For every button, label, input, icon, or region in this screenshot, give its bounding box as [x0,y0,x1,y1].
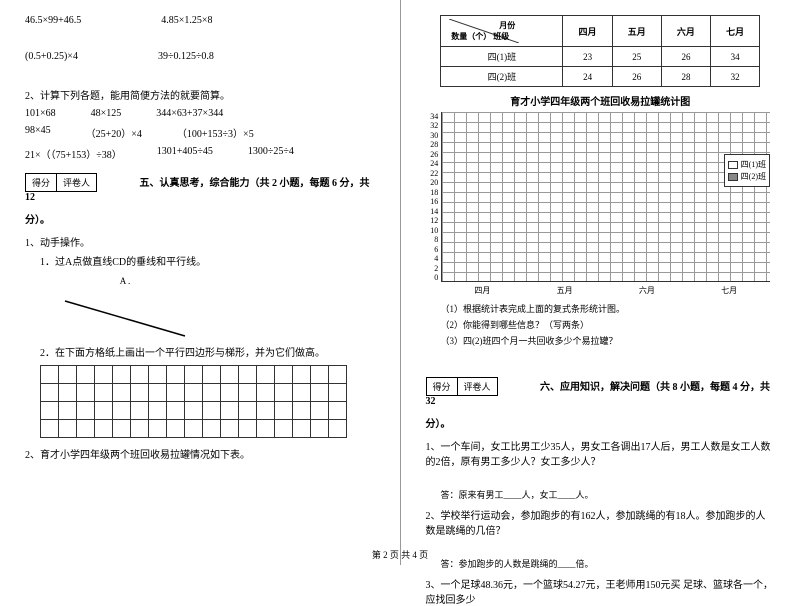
chart-grid: 四月 五月 六月 七月 [441,112,770,296]
expr: 39÷0.125÷0.8 [158,51,214,62]
x-label: 七月 [721,285,737,296]
q1-1: 1．过A点做直线CD的垂线和平行线。 [40,253,375,268]
month-header: 四月 [563,16,612,47]
section-suffix: 分）。 [25,211,375,226]
expression-row-1: 46.5×99+46.5 4.85×1.25×8 [25,15,375,26]
chart-legend: 四(1)班 四(2)班 [724,154,770,187]
expr: 98×45 [25,125,51,140]
chart-wrapper: 3432302826242220181614121086420 四月 五月 六月… [426,112,776,296]
q1: 1、动手操作。 [25,234,375,249]
legend-item: 四(1)班 [728,159,766,170]
legend-item: 四(2)班 [728,171,766,182]
cell: 34 [711,47,760,67]
score-box: 得分 评卷人 [25,173,97,192]
row-label: 四(1)班 [441,47,563,67]
expr: （100+153÷3）×5 [177,125,254,140]
month-header: 七月 [711,16,760,47]
grader-label: 评卷人 [57,174,96,191]
legend-swatch-icon [728,173,738,181]
diag-bot-label: 数量（个） 班级 [451,31,509,42]
x-label: 四月 [474,285,490,296]
grader-label: 评卷人 [458,378,497,395]
expr: 48×125 [91,108,122,119]
legend-label: 四(2)班 [741,171,766,182]
cell: 32 [711,67,760,87]
cell: 28 [661,67,710,87]
expr: （25+20）×4 [86,125,142,140]
word-problem-2: 2、学校举行运动会，参加跑步的有162人，参加跳绳的有18人。参加跑步的人数是跳… [426,507,776,537]
diag-header-cell: 月份 数量（个） 班级 [441,16,563,47]
page-footer: 第 2 页 共 4 页 [0,548,800,561]
score-label: 得分 [427,378,458,395]
section-suffix: 分）。 [426,415,776,430]
answer-line-1: 答：原来有男工____人，女工____人。 [441,488,776,501]
bar-chart: 3432302826242220181614121086420 四月 五月 六月… [430,112,770,296]
expr: 344×63+37×344 [156,108,223,119]
right-column: 月份 数量（个） 班级 四月 五月 六月 七月 四(1)班 23 25 26 3… [401,0,800,565]
grid-table [40,365,347,438]
diag-top-label: 月份 [499,20,515,31]
word-problem-3: 3、一个足球48.36元，一个篮球54.27元，王老师用150元买 足球、篮球各… [426,576,776,606]
expr: 1301+405÷45 [157,146,213,161]
word-problem-1: 1、一个车间，女工比男工少35人，男女工各调出17人后，男工人数是女工人数的2倍… [426,438,776,468]
chart-grid-inner [441,112,770,282]
left-column: 46.5×99+46.5 4.85×1.25×8 (0.5+0.25)×4 39… [0,0,401,565]
chart-questions: （1）根据统计表完成上面的复式条形统计图。 （2）你能得到哪些信息？（写两条） … [441,302,776,347]
table-row: 四(1)班 23 25 26 34 [441,47,760,67]
cell: 26 [612,67,661,87]
problem-row: 98×45 （25+20）×4 （100+153÷3）×5 [25,125,375,140]
question: （1）根据统计表完成上面的复式条形统计图。 [441,302,776,315]
question: （3）四(2)班四个月一共回收多少个易拉罐？ [441,334,776,347]
expr: 101×68 [25,108,56,119]
month-header: 五月 [612,16,661,47]
cell: 25 [612,47,661,67]
legend-swatch-icon [728,161,738,169]
problem-row: 101×68 48×125 344×63+37×344 [25,108,375,119]
cell: 23 [563,47,612,67]
cell: 24 [563,67,612,87]
line-diagram: A . [55,276,195,336]
table-header-row: 月份 数量（个） 班级 四月 五月 六月 七月 [441,16,760,47]
worksheet-page: 46.5×99+46.5 4.85×1.25×8 (0.5+0.25)×4 39… [0,0,800,565]
x-label: 六月 [639,285,655,296]
expr: 1300÷25÷4 [248,146,294,161]
data-table: 月份 数量（个） 班级 四月 五月 六月 七月 四(1)班 23 25 26 3… [440,15,760,87]
row-label: 四(2)班 [441,67,563,87]
score-label: 得分 [26,174,57,191]
point-a-label: A . [55,276,195,286]
month-header: 六月 [661,16,710,47]
question: （2）你能得到哪些信息？（写两条） [441,318,776,331]
x-label: 五月 [557,285,573,296]
expr: (0.5+0.25)×4 [25,51,78,62]
q2: 2、育才小学四年级两个班回收易拉罐情况如下表。 [25,446,375,461]
cell: 26 [661,47,710,67]
section-6-header: 得分 评卷人 六、应用知识，解决问题（共 8 小题，每题 4 分，共 32 [426,377,776,407]
chart-title: 育才小学四年级两个班回收易拉罐统计图 [426,93,776,108]
diagonal-line-icon [55,286,195,346]
expr: 4.85×1.25×8 [161,15,212,26]
problem-row: 21×（（75+153）÷38） 1301+405÷45 1300÷25÷4 [25,146,375,161]
section-5-header: 得分 评卷人 五、认真思考，综合能力（共 2 小题，每题 6 分，共 12 [25,173,375,203]
grid-paper [40,365,375,438]
table-row: 四(2)班 24 26 28 32 [441,67,760,87]
y-axis: 3432302826242220181614121086420 [430,112,441,282]
score-box: 得分 评卷人 [426,377,498,396]
expr: 46.5×99+46.5 [25,15,81,26]
x-axis: 四月 五月 六月 七月 [441,285,770,296]
legend-label: 四(1)班 [741,159,766,170]
problem-2-title: 2、计算下列各题，能用简便方法的就要简算。 [25,87,375,102]
expr: 21×（（75+153）÷38） [25,146,122,161]
expression-row-2: (0.5+0.25)×4 39÷0.125÷0.8 [25,51,375,62]
